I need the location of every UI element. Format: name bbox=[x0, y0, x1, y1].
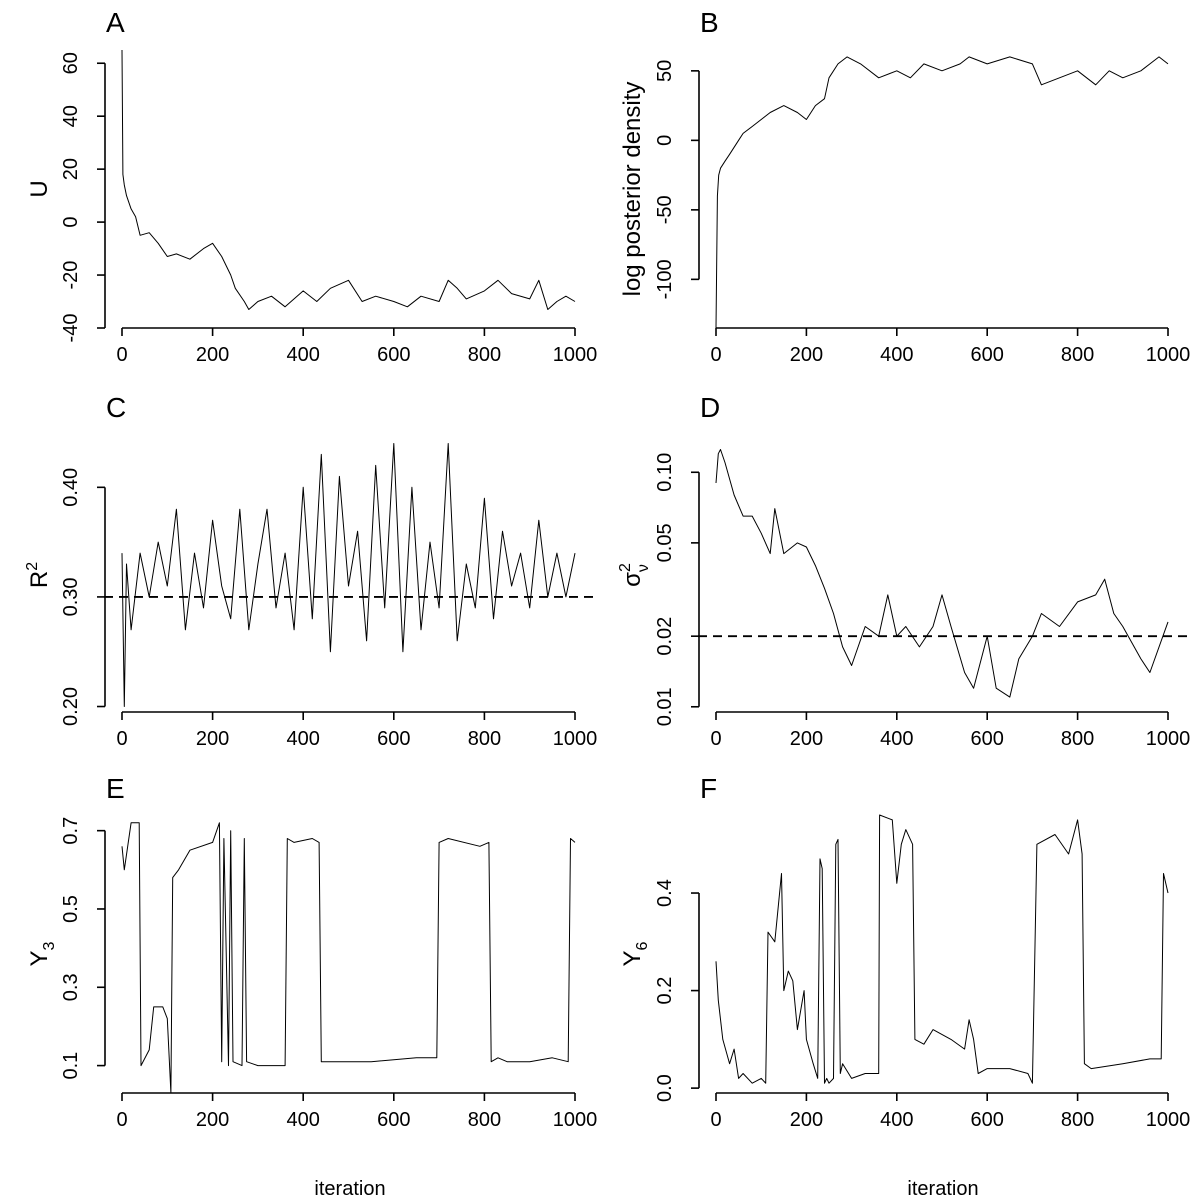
x-tick-label: 800 bbox=[1061, 344, 1094, 366]
panel-letter-f: F bbox=[700, 773, 717, 804]
x-tick-label: 0 bbox=[710, 1109, 721, 1131]
y-axis-title-c: R2 bbox=[24, 562, 53, 588]
panel-f: F Y6 0 200 400 600 800 1000 0.0 0.2 0.4 bbox=[619, 773, 1190, 1131]
x-tick-label: 1000 bbox=[553, 728, 598, 750]
x-tick-label: 600 bbox=[971, 1109, 1004, 1131]
x-tick-label: 600 bbox=[377, 344, 410, 366]
y-tick-label: 0.05 bbox=[654, 523, 676, 562]
x-tick-label: 0 bbox=[710, 728, 721, 750]
x-tick-label: 600 bbox=[377, 728, 410, 750]
y-tick-label: 0.10 bbox=[654, 453, 676, 492]
y-axis-title-d: σ2ν bbox=[617, 563, 652, 587]
x-tick-label: 800 bbox=[1061, 1109, 1094, 1131]
y-tick-label: 50 bbox=[654, 60, 676, 82]
y-axis-title-e: Y3 bbox=[26, 941, 58, 966]
x-tick-label: 1000 bbox=[1146, 344, 1191, 366]
x-tick-label: 200 bbox=[196, 728, 229, 750]
y-tick-label: 0.01 bbox=[654, 687, 676, 726]
x-tick-label: 800 bbox=[468, 728, 501, 750]
y-tick-label: -40 bbox=[60, 314, 82, 343]
x-tick-label: 0 bbox=[710, 344, 721, 366]
panel-a: A U 0 200 400 600 800 1000 -40 -20 0 20 40 60 bbox=[26, 7, 597, 366]
x-tick-label: 600 bbox=[971, 344, 1004, 366]
x-tick-label: 400 bbox=[880, 344, 913, 366]
series-line bbox=[121, 443, 576, 707]
series-line bbox=[715, 56, 1169, 329]
panel-e: E Y3 0 200 400 600 800 1000 0.1 0.3 0.5 0.7 bbox=[26, 773, 597, 1131]
series-line bbox=[715, 449, 1169, 698]
y-tick-label: 0 bbox=[60, 217, 82, 228]
x-tick-label: 1000 bbox=[1146, 1109, 1191, 1131]
y-tick-label: 0.2 bbox=[654, 977, 676, 1005]
x-tick-label: 200 bbox=[790, 728, 823, 750]
panel-letter-e: E bbox=[106, 773, 125, 804]
series-line bbox=[121, 822, 576, 1094]
y-tick-label: 0.0 bbox=[654, 1074, 676, 1102]
x-tick-label: 200 bbox=[790, 344, 823, 366]
x-tick-label: 200 bbox=[196, 1109, 229, 1131]
x-tick-label: 200 bbox=[196, 344, 229, 366]
x-tick-label: 800 bbox=[468, 344, 501, 366]
x-axis-title-right: iteration bbox=[907, 1178, 978, 1200]
y-tick-label: 0.30 bbox=[60, 577, 82, 616]
x-tick-label: 800 bbox=[468, 1109, 501, 1131]
x-tick-label: 400 bbox=[287, 728, 320, 750]
x-tick-label: 400 bbox=[287, 1109, 320, 1131]
panel-letter-b: B bbox=[700, 7, 719, 38]
y-tick-label: 0.40 bbox=[60, 468, 82, 507]
y-tick-label: 40 bbox=[60, 105, 82, 127]
series-line bbox=[715, 814, 1169, 1084]
panel-letter-d: D bbox=[700, 392, 720, 423]
x-tick-label: 1000 bbox=[553, 1109, 598, 1131]
x-tick-label: 0 bbox=[116, 728, 127, 750]
y-tick-label: 0.1 bbox=[60, 1052, 82, 1080]
y-tick-label: 0.5 bbox=[60, 895, 82, 923]
series-line bbox=[121, 49, 576, 310]
x-tick-label: 600 bbox=[971, 728, 1004, 750]
x-tick-label: 400 bbox=[880, 728, 913, 750]
x-tick-label: 0 bbox=[116, 1109, 127, 1131]
y-tick-label: 0.20 bbox=[60, 687, 82, 726]
x-tick-label: 200 bbox=[790, 1109, 823, 1131]
y-tick-label: 0.4 bbox=[654, 879, 676, 907]
x-tick-label: 400 bbox=[880, 1109, 913, 1131]
y-tick-label: 0.02 bbox=[654, 617, 676, 656]
y-tick-label: 0.7 bbox=[60, 817, 82, 845]
x-tick-label: 1000 bbox=[553, 344, 598, 366]
panel-c: C R2 0 200 400 600 800 1000 0.20 0.30 0.40 bbox=[24, 392, 597, 750]
x-tick-label: 1000 bbox=[1146, 728, 1191, 750]
y-tick-label: -20 bbox=[60, 261, 82, 290]
panel-letter-a: A bbox=[106, 7, 125, 38]
y-tick-label: -100 bbox=[654, 259, 676, 299]
y-axis-title-b: log posterior density bbox=[619, 82, 646, 297]
x-tick-label: 600 bbox=[377, 1109, 410, 1131]
x-tick-label: 800 bbox=[1061, 728, 1094, 750]
x-tick-label: 400 bbox=[287, 344, 320, 366]
x-axis-title-left: iteration bbox=[314, 1178, 385, 1200]
panel-letter-c: C bbox=[106, 392, 126, 423]
y-axis-title-a: U bbox=[26, 180, 53, 197]
y-tick-label: -50 bbox=[654, 195, 676, 224]
y-axis-title-f: Y6 bbox=[619, 941, 651, 966]
y-tick-label: 0 bbox=[654, 135, 676, 146]
y-tick-label: 0.3 bbox=[60, 973, 82, 1001]
y-tick-label: 20 bbox=[60, 158, 82, 180]
x-tick-label: 0 bbox=[116, 344, 127, 366]
y-tick-label: 60 bbox=[60, 52, 82, 74]
